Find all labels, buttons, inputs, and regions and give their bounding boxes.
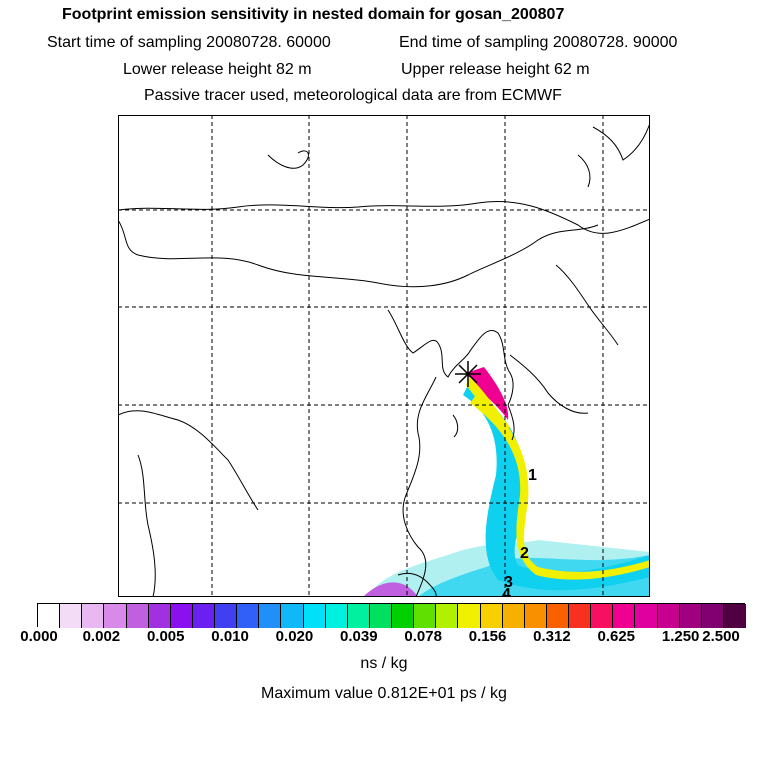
colorbar-tick-label: 0.312 bbox=[533, 628, 571, 645]
colorbar-segment bbox=[281, 604, 304, 628]
colorbar-tick-label: 2.500 bbox=[702, 628, 740, 645]
colorbar-segment bbox=[192, 604, 215, 628]
colorbar-segment bbox=[546, 604, 569, 628]
colorbar-segment bbox=[347, 604, 370, 628]
plume-band-yellow bbox=[470, 395, 650, 580]
colorbar-tick-label: 0.010 bbox=[211, 628, 249, 645]
colorbar-segment bbox=[458, 604, 481, 628]
release-marker-icon bbox=[455, 361, 481, 387]
end-time-label: End time of sampling 20080728. 90000 bbox=[399, 34, 678, 51]
colorbar-tick-label: 0.156 bbox=[468, 628, 507, 645]
plume-label-4: 4 bbox=[502, 586, 511, 597]
colorbar-segment bbox=[613, 604, 636, 628]
colorbar-segment bbox=[392, 604, 415, 628]
plume-label-1: 1 bbox=[528, 467, 537, 484]
plume-band-core bbox=[466, 377, 510, 431]
colorbar-segment bbox=[325, 604, 348, 628]
coastlines bbox=[118, 122, 650, 597]
maximum-value-label: Maximum value 0.812E+01 ps / kg bbox=[261, 685, 507, 702]
map-frame bbox=[118, 115, 650, 597]
colorbar-tick-label: 0.020 bbox=[275, 628, 314, 645]
colorbar-segment bbox=[436, 604, 459, 628]
upper-release-label: Upper release height 62 m bbox=[401, 61, 590, 78]
colorbar-segment bbox=[502, 604, 525, 628]
colorbar-tick-label: 0.039 bbox=[340, 628, 378, 645]
map-panel: 1 2 3 4 bbox=[118, 115, 650, 597]
colorbar-segment bbox=[591, 604, 614, 628]
colorbar-segment bbox=[679, 604, 702, 628]
colorbar-tick-label: 0.000 bbox=[20, 628, 58, 645]
lower-release-label: Lower release height 82 m bbox=[123, 61, 312, 78]
colorbar-tick-label: 0.625 bbox=[597, 628, 636, 645]
plume-label-3: 3 bbox=[504, 574, 513, 591]
lat-lon-grid bbox=[118, 115, 650, 597]
colorbar-segment bbox=[60, 604, 83, 628]
map-canvas: 1 2 3 4 bbox=[118, 115, 650, 597]
colorbar-segment bbox=[480, 604, 503, 628]
colorbar-segment bbox=[82, 604, 105, 628]
colorbar-segment bbox=[414, 604, 437, 628]
colorbar-unit: ns / kg bbox=[360, 655, 408, 672]
colorbar-tick-label: 0.078 bbox=[404, 628, 442, 645]
plume-band-magenta bbox=[466, 367, 509, 420]
colorbar-tick-label: 0.002 bbox=[82, 628, 121, 645]
colorbar-segment bbox=[657, 604, 680, 628]
colorbar-segment bbox=[148, 604, 171, 628]
colorbar-segment bbox=[635, 604, 658, 628]
colorbar-segment bbox=[170, 604, 193, 628]
colorbar-segment bbox=[303, 604, 326, 628]
colorbar-segment bbox=[524, 604, 547, 628]
colorbar-segment bbox=[104, 604, 127, 628]
colorbar-segment bbox=[369, 604, 392, 628]
colorbar-segment bbox=[259, 604, 282, 628]
colorbar-segment bbox=[723, 604, 746, 628]
start-time-label: Start time of sampling 20080728. 60000 bbox=[47, 34, 331, 51]
plume-labels: 1 2 3 4 bbox=[502, 467, 537, 597]
colorbar-segment bbox=[38, 604, 61, 628]
colorbar-tick-label: 1.250 bbox=[661, 628, 700, 645]
colorbar bbox=[37, 603, 746, 628]
plume-field bbox=[363, 367, 650, 597]
colorbar-tick-label: 0.005 bbox=[146, 628, 185, 645]
plume-band-violet bbox=[363, 582, 418, 597]
plume-label-2: 2 bbox=[520, 545, 529, 562]
plot-title: Footprint emission sensitivity in nested… bbox=[62, 6, 565, 23]
colorbar-segment bbox=[237, 604, 260, 628]
tracer-note: Passive tracer used, meteorological data… bbox=[144, 87, 562, 104]
colorbar-segment bbox=[569, 604, 592, 628]
colorbar-segment bbox=[126, 604, 149, 628]
colorbar-segment bbox=[701, 604, 724, 628]
colorbar-segment bbox=[215, 604, 238, 628]
